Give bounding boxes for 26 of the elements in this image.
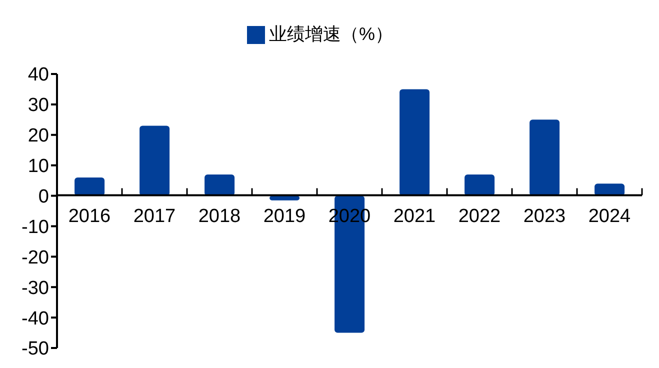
x-tick-label: 2016 xyxy=(68,206,111,228)
bar xyxy=(464,174,495,196)
x-tick-label: 2019 xyxy=(263,206,306,228)
bar xyxy=(270,196,300,200)
x-tick-label: 2018 xyxy=(198,206,241,228)
y-tick-label: -40 xyxy=(22,308,49,330)
y-tick-label: -50 xyxy=(22,338,49,360)
bar xyxy=(530,120,560,196)
bar xyxy=(400,89,430,196)
y-tick-label: -10 xyxy=(22,216,49,238)
bar xyxy=(74,178,105,196)
y-tick-label: 30 xyxy=(28,95,49,116)
x-tick-label: 2022 xyxy=(458,206,501,228)
bar xyxy=(204,174,235,196)
bar xyxy=(140,126,170,196)
x-tick-label: 2017 xyxy=(133,206,176,228)
y-tick-label: 20 xyxy=(28,126,49,147)
x-tick-label: 2024 xyxy=(588,206,632,228)
y-tick-label: 40 xyxy=(28,64,49,86)
legend-label: 业绩增速（%） xyxy=(268,24,393,44)
y-tick-label: -20 xyxy=(22,247,49,268)
y-tick-label: -30 xyxy=(22,278,49,299)
y-tick-label: 0 xyxy=(38,186,49,208)
x-tick-label: 2023 xyxy=(523,206,566,228)
x-tick-label: 2021 xyxy=(393,206,436,228)
y-tick-label: 10 xyxy=(28,156,49,178)
